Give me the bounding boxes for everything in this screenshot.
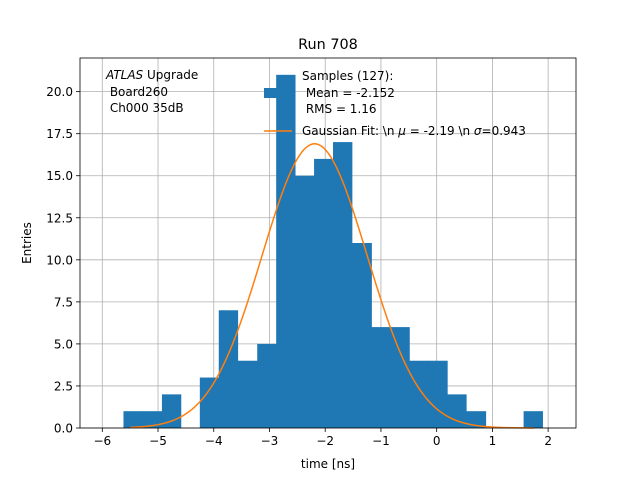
histogram-bar xyxy=(199,377,220,428)
histogram-bar xyxy=(390,327,410,428)
atlas-label: ATLAS xyxy=(105,68,144,82)
legend-samples-title: Samples (127): xyxy=(302,69,393,83)
x-tick-label: −1 xyxy=(372,434,390,448)
upgrade-label: Upgrade xyxy=(143,68,198,82)
y-axis-label: Entries xyxy=(20,222,34,264)
histogram-bar xyxy=(257,343,277,428)
y-tick-label: 5.0 xyxy=(54,337,73,351)
histogram-bar xyxy=(466,411,487,428)
legend-fit-prefix: Gaussian Fit: \n xyxy=(302,124,398,138)
y-tick-label: 10.0 xyxy=(46,253,73,267)
histogram-bar xyxy=(314,158,334,428)
histogram-bars xyxy=(123,74,543,429)
histogram-bar xyxy=(428,360,448,428)
x-tick-label: 1 xyxy=(489,434,497,448)
atlas-annotation-line1: ATLAS Upgrade xyxy=(105,68,198,82)
x-tick-label: −3 xyxy=(261,434,279,448)
histogram-bar xyxy=(447,394,467,428)
histogram-bar xyxy=(123,411,144,428)
x-axis-label: time [ns] xyxy=(301,457,355,471)
y-tick-label: 2.5 xyxy=(54,379,73,393)
x-tick-label: −2 xyxy=(316,434,334,448)
histogram-bar xyxy=(371,327,391,428)
y-tick-label: 12.5 xyxy=(46,211,73,225)
y-tick-label: 0.0 xyxy=(54,422,73,436)
board-label: Board260 xyxy=(106,85,168,99)
atlas-annotation: ATLAS Upgrade Board260 Ch000 35dB xyxy=(105,68,198,115)
histogram-bar xyxy=(351,243,372,428)
x-axis-ticks: −6 −5 −4 −3 −2 −1 0 1 2 xyxy=(93,428,552,448)
legend-fit-suffix: =0.943 xyxy=(482,124,526,138)
y-tick-label: 15.0 xyxy=(46,169,73,183)
y-tick-label: 17.5 xyxy=(46,127,73,141)
y-tick-label: 20.0 xyxy=(46,85,73,99)
legend-fit-mid: = -2.19 \n xyxy=(406,124,474,138)
histogram-bar xyxy=(523,411,543,428)
y-axis-ticks: 0.0 2.5 5.0 7.5 10.0 12.5 15.0 17.5 20.0 xyxy=(46,85,80,436)
gaussian-fit-line xyxy=(130,143,535,429)
legend: Samples (127): Mean = -2.152 RMS = 1.16 … xyxy=(264,69,526,138)
x-tick-label: 0 xyxy=(433,434,441,448)
histogram-bar xyxy=(237,360,258,428)
legend-samples-swatch xyxy=(264,88,292,98)
histogram-bar xyxy=(218,310,239,428)
legend-samples-mean: Mean = -2.152 xyxy=(302,86,395,100)
histogram-bar xyxy=(295,175,315,428)
histogram-bar xyxy=(276,74,296,429)
histogram-bar xyxy=(409,360,429,428)
legend-samples-rms: RMS = 1.16 xyxy=(302,102,377,116)
legend-fit-sigma: σ xyxy=(474,124,482,138)
x-tick-label: 2 xyxy=(544,434,552,448)
histogram-bar xyxy=(333,142,353,428)
y-tick-label: 7.5 xyxy=(54,295,73,309)
histogram-bar xyxy=(142,411,163,428)
x-tick-label: −5 xyxy=(149,434,167,448)
channel-label: Ch000 35dB xyxy=(106,101,184,115)
x-tick-label: −4 xyxy=(205,434,223,448)
legend-fit-label: Gaussian Fit: \n μ = -2.19 \n σ=0.943 xyxy=(302,124,526,138)
plot-frame xyxy=(79,57,577,429)
chart-title: Run 708 xyxy=(298,37,358,53)
legend-fit-mu: μ xyxy=(397,124,406,138)
x-tick-label: −6 xyxy=(93,434,111,448)
